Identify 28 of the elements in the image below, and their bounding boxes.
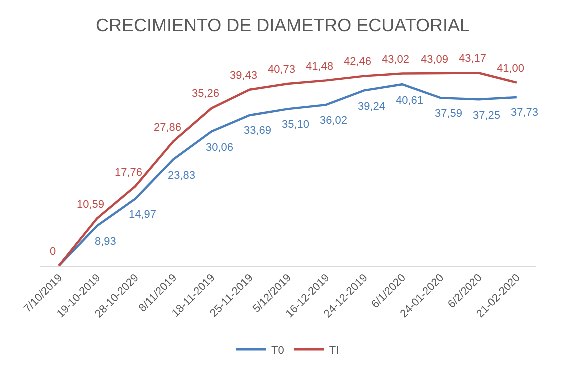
data-label: 40,73: [268, 64, 296, 76]
data-label: 37,59: [435, 108, 463, 120]
data-label: 10,59: [77, 199, 105, 211]
data-label: 43,02: [382, 54, 410, 66]
legend-label: T0: [272, 344, 284, 357]
data-label: 23,83: [168, 170, 196, 182]
data-label: 41,48: [306, 61, 334, 73]
data-label: 8,93: [95, 236, 116, 248]
data-label: 39,24: [358, 101, 386, 113]
data-label: 17,76: [115, 167, 143, 179]
data-label: 43,17: [459, 53, 487, 65]
data-label: 35,26: [192, 88, 220, 100]
data-label: 43,09: [421, 54, 449, 66]
data-label: 42,46: [344, 56, 372, 68]
data-label: 30,06: [206, 142, 234, 154]
data-label: 14,97: [129, 209, 157, 221]
data-label: 37,73: [511, 107, 539, 119]
data-label: 0: [50, 246, 56, 258]
data-label: 27,86: [154, 122, 182, 134]
data-label: 40,61: [396, 95, 424, 107]
data-label: 36,02: [320, 115, 348, 127]
data-label: 41,00: [497, 63, 525, 75]
legend-label: TI: [329, 344, 340, 357]
data-label: 39,43: [230, 70, 258, 82]
data-label: 37,25: [473, 110, 501, 122]
chart-title: CRECIMIENTO DE DIAMETRO ECUATORIAL: [96, 15, 470, 36]
data-label: 33,69: [244, 125, 272, 137]
data-label: 35,10: [282, 119, 310, 131]
